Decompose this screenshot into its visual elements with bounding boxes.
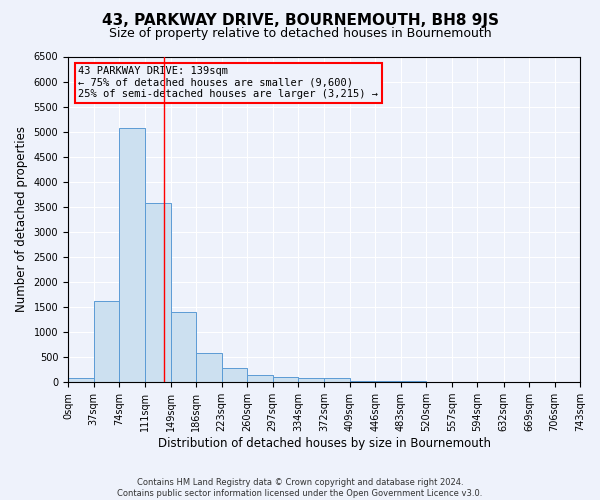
Text: 43 PARKWAY DRIVE: 139sqm
← 75% of detached houses are smaller (9,600)
25% of sem: 43 PARKWAY DRIVE: 139sqm ← 75% of detach…: [78, 66, 378, 100]
Bar: [196, 354, 221, 382]
Bar: [68, 378, 94, 382]
Bar: [272, 377, 298, 382]
Bar: [94, 301, 119, 382]
Bar: [325, 378, 350, 382]
Bar: [170, 312, 196, 382]
Y-axis label: Number of detached properties: Number of detached properties: [15, 126, 28, 312]
Bar: [401, 381, 427, 382]
Text: Size of property relative to detached houses in Bournemouth: Size of property relative to detached ho…: [109, 28, 491, 40]
X-axis label: Distribution of detached houses by size in Bournemouth: Distribution of detached houses by size …: [158, 437, 491, 450]
Bar: [247, 374, 272, 382]
Bar: [119, 128, 145, 382]
Text: 43, PARKWAY DRIVE, BOURNEMOUTH, BH8 9JS: 43, PARKWAY DRIVE, BOURNEMOUTH, BH8 9JS: [101, 12, 499, 28]
Bar: [145, 203, 170, 382]
Bar: [376, 381, 401, 382]
Text: Contains HM Land Registry data © Crown copyright and database right 2024.
Contai: Contains HM Land Registry data © Crown c…: [118, 478, 482, 498]
Bar: [350, 381, 376, 382]
Bar: [298, 378, 325, 382]
Bar: [221, 368, 247, 382]
